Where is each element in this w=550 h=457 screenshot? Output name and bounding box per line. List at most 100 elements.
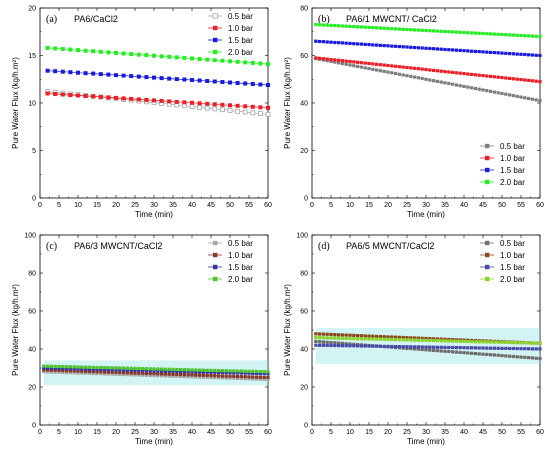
data-point (110, 370, 114, 374)
data-point (515, 33, 519, 37)
x-tick-label: 40 (188, 202, 196, 209)
data-point (68, 371, 72, 375)
x-tick-label: 40 (460, 202, 468, 209)
data-point (242, 109, 248, 115)
y-tick-label: 40 (28, 347, 36, 354)
data-point (534, 347, 538, 351)
data-point (371, 337, 375, 341)
data-point (190, 375, 194, 379)
data-point (435, 79, 439, 83)
data-point (182, 373, 186, 377)
data-point (367, 67, 371, 71)
data-point (447, 339, 451, 343)
data-point (538, 53, 542, 58)
data-point (189, 104, 195, 109)
data-point (359, 344, 363, 348)
data-point (428, 337, 432, 341)
data-point (118, 370, 122, 375)
data-point (367, 334, 371, 338)
data-point (496, 346, 500, 350)
data-point (318, 23, 322, 27)
data-point (439, 29, 443, 33)
data-point (65, 369, 69, 373)
data-point (167, 372, 171, 376)
data-point (382, 63, 386, 67)
data-point (397, 345, 401, 349)
legend-label: 2.0 bar (228, 275, 253, 284)
data-point (239, 375, 243, 379)
data-point (321, 57, 325, 61)
data-point (255, 371, 259, 375)
data-point (167, 367, 171, 371)
legend-label: 0.5 bar (500, 142, 525, 151)
data-point (352, 60, 356, 64)
y-tick-label: 20 (28, 6, 36, 13)
data-point (129, 373, 133, 377)
data-point (91, 71, 96, 76)
data-point (228, 103, 232, 108)
data-point (359, 25, 363, 29)
data-point (194, 368, 198, 372)
data-point (266, 370, 270, 374)
data-point (500, 340, 504, 344)
data-point (409, 28, 413, 32)
data-point (318, 39, 322, 44)
data-point (462, 84, 466, 88)
data-point (255, 377, 259, 381)
data-point (420, 336, 424, 340)
data-point (65, 365, 69, 369)
data-point (359, 334, 363, 338)
data-point (496, 75, 500, 79)
data-point (375, 337, 379, 341)
data-point (492, 346, 496, 350)
data-point (420, 345, 424, 349)
data-point (181, 103, 187, 109)
data-point (394, 335, 398, 339)
data-point (65, 367, 69, 371)
x-tick-label: 15 (365, 202, 373, 209)
data-point (325, 40, 329, 44)
data-point (247, 371, 251, 375)
data-point (492, 32, 496, 36)
data-point (198, 373, 202, 377)
data-point (333, 40, 337, 45)
data-point (266, 105, 270, 110)
data-point (519, 355, 523, 359)
data-point (481, 352, 485, 356)
data-point (65, 371, 69, 375)
data-point (239, 371, 243, 375)
data-point (129, 366, 133, 370)
data-point (152, 98, 156, 103)
series-2-0-bar (42, 364, 270, 374)
data-point (179, 368, 183, 372)
series-2-0-bar (45, 45, 270, 67)
data-point (99, 370, 103, 374)
data-point (99, 365, 103, 370)
data-point (46, 368, 50, 372)
data-point (378, 69, 382, 73)
data-point (337, 58, 341, 62)
legend: 0.5 bar 1.0 bar 1.5 bar 2.0 bar (208, 239, 253, 284)
data-point (250, 104, 255, 109)
data-point (534, 53, 538, 57)
data-point (68, 47, 73, 52)
data-point (371, 67, 375, 71)
data-point (329, 336, 333, 340)
data-point (397, 335, 401, 339)
data-point (523, 52, 527, 57)
legend-label: 1.0 bar (228, 251, 253, 260)
data-point (45, 91, 50, 96)
data-point (243, 104, 248, 109)
data-point (236, 374, 240, 379)
data-point (352, 333, 356, 337)
legend-label: 0.5 bar (228, 239, 253, 248)
data-point (122, 368, 126, 372)
data-point (496, 340, 500, 344)
data-point (76, 48, 80, 53)
data-point (53, 92, 58, 96)
data-point (515, 355, 519, 359)
data-point (266, 83, 270, 87)
data-point (424, 67, 428, 72)
data-point (53, 69, 58, 74)
data-point (163, 367, 167, 371)
